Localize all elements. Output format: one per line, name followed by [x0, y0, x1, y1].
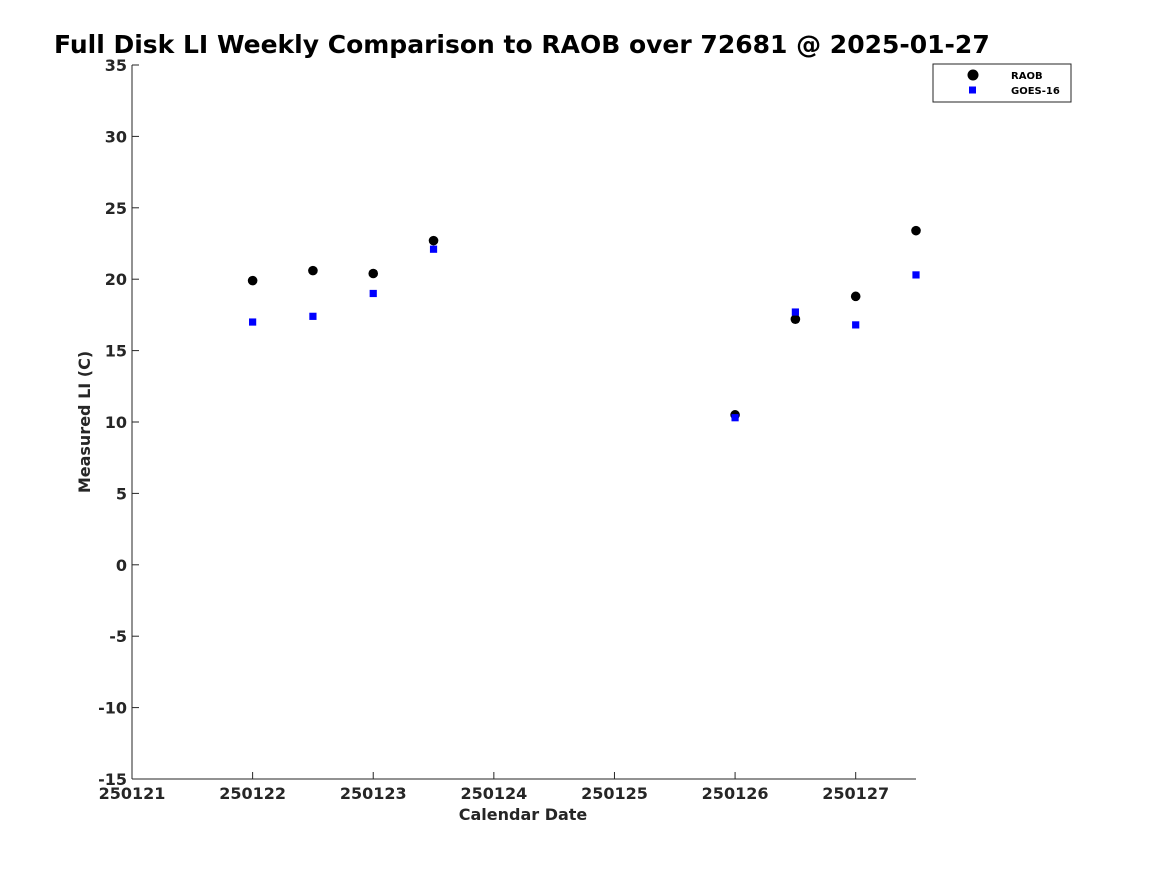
y-tick-label: -15 [98, 770, 127, 789]
point-goes16 [852, 321, 860, 329]
x-tick-label: 250126 [702, 784, 769, 803]
point-raob [790, 314, 801, 324]
point-goes16 [429, 245, 438, 253]
x-tick-label: 250125 [581, 784, 648, 803]
legend-marker-goes16 [969, 86, 976, 94]
point-goes16 [912, 271, 920, 279]
y-tick-label: 20 [105, 270, 127, 289]
y-tick-label: -10 [98, 699, 127, 718]
y-ticks: -15 -10 -5 0 5 10 15 20 25 30 35 [98, 56, 139, 789]
x-tick-label: 250127 [822, 784, 889, 803]
y-tick-label: -5 [109, 627, 127, 646]
legend-marker-raob [967, 69, 979, 81]
point-raob [428, 235, 439, 246]
legend-box [932, 63, 1072, 103]
point-goes16 [791, 308, 799, 316]
y-tick-label: 10 [105, 413, 127, 432]
y-tick-label: 5 [116, 484, 127, 503]
point-raob [911, 225, 921, 236]
point-goes16 [369, 289, 377, 298]
plot-area [131, 65, 916, 780]
x-tick-label: 250123 [340, 784, 407, 803]
point-goes16 [731, 414, 739, 422]
x-tick-label: 250121 [99, 784, 166, 803]
x-tick-label: 250122 [219, 784, 286, 803]
y-axis-label: Measured LI (C) [75, 351, 94, 493]
legend-label-raob: RAOB [1011, 71, 1043, 82]
y-tick-label: 15 [105, 342, 127, 361]
point-goes16 [249, 318, 257, 326]
x-ticks: 250121 250122 250123 250124 250125 250126 2501… [99, 772, 889, 803]
x-axis-label: Calendar Date [459, 805, 588, 824]
data-markers [247, 225, 921, 422]
x-tick-label: 250124 [460, 784, 527, 803]
point-raob [308, 265, 318, 276]
y-tick-label: 0 [116, 556, 127, 575]
y-tick-label: 25 [105, 199, 127, 218]
legend-label-goes16: GOES-16 [1011, 86, 1060, 97]
point-raob [247, 275, 258, 286]
point-raob [850, 291, 861, 302]
y-tick-label: 30 [105, 127, 127, 146]
point-raob [368, 268, 379, 279]
chart-title: Full Disk LI Weekly Comparison to RAOB o… [54, 30, 990, 59]
point-goes16 [309, 312, 317, 320]
legend: RAOB GOES-16 [932, 63, 1072, 103]
y-tick-label: 35 [105, 56, 127, 75]
